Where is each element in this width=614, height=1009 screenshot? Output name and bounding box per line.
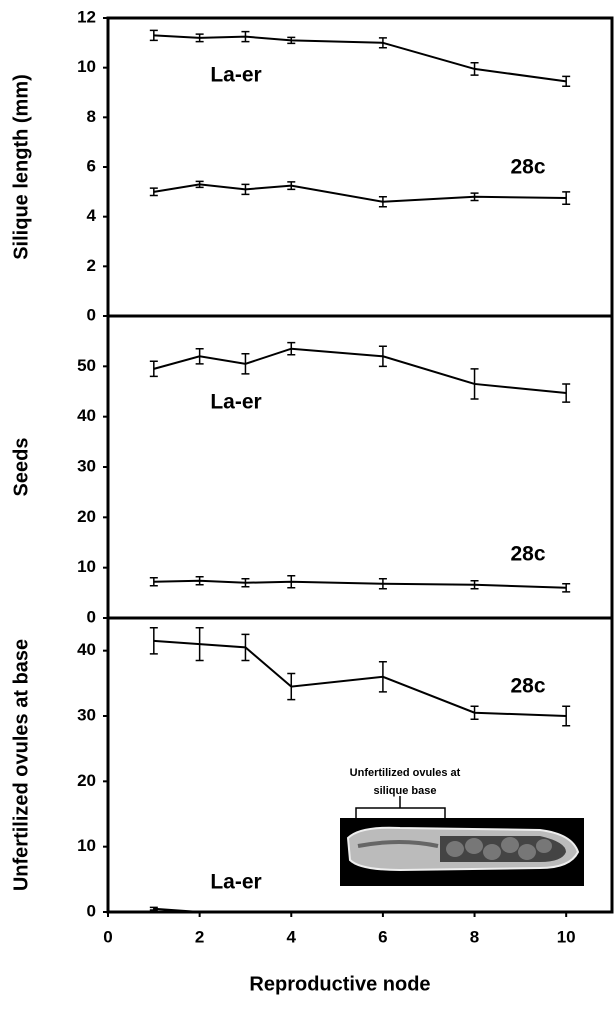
error-bar — [287, 36, 296, 45]
y-tick-label: 40 — [77, 640, 96, 659]
series-line — [153, 639, 567, 717]
y-tick-label: 0 — [87, 901, 96, 920]
y-tick-label: 20 — [77, 771, 96, 790]
error-bar — [287, 341, 296, 356]
series-label: 28c — [510, 675, 545, 698]
error-bar — [378, 661, 387, 693]
bracket — [355, 796, 446, 818]
series-label: 28c — [510, 156, 545, 179]
x-tick-label: 10 — [557, 927, 576, 946]
error-bar — [149, 360, 158, 378]
error-bar — [470, 192, 479, 202]
x-tick-label: 0 — [103, 927, 112, 946]
x-tick-label: 2 — [195, 927, 204, 946]
y-tick-label: 30 — [77, 705, 96, 724]
error-bar — [149, 627, 158, 655]
error-bar — [378, 577, 387, 590]
error-bar — [562, 75, 571, 88]
error-bar — [241, 577, 250, 588]
series-line — [153, 347, 567, 395]
series-label: La-er — [210, 871, 261, 894]
x-tick-label: 8 — [470, 927, 479, 946]
error-bar — [241, 353, 250, 375]
error-bar — [562, 383, 571, 403]
y-tick-label: 8 — [87, 107, 96, 126]
error-bar — [195, 627, 204, 662]
error-bar — [287, 672, 296, 701]
error-bar — [241, 183, 250, 196]
error-bar — [195, 180, 204, 189]
error-bar — [562, 191, 571, 205]
annotation: silique base — [374, 785, 437, 797]
series-line — [153, 579, 567, 589]
series-label: La-er — [210, 64, 261, 87]
error-bar — [287, 181, 296, 191]
error-bar — [470, 580, 479, 590]
error-bar — [195, 33, 204, 43]
y-tick-label: 10 — [77, 836, 96, 855]
y-tick-label: 10 — [77, 57, 96, 76]
error-bar — [470, 705, 479, 721]
y-tick-label: 40 — [77, 406, 96, 425]
error-bar — [149, 906, 158, 911]
error-bar — [149, 187, 158, 197]
y-tick-label: 0 — [87, 305, 96, 324]
y-tick-label: 2 — [87, 256, 96, 275]
y-tick-label: 6 — [87, 156, 96, 175]
inset-photo — [340, 818, 584, 886]
y-tick-label: 50 — [77, 356, 96, 375]
error-bar — [149, 576, 158, 587]
error-bar — [149, 29, 158, 42]
y-axis-title: Silique length (mm) — [10, 74, 32, 260]
error-bar — [470, 368, 479, 400]
error-bar — [195, 347, 204, 365]
series-label: 28c — [510, 543, 545, 566]
y-tick-label: 12 — [77, 7, 96, 26]
series-label: La-er — [210, 391, 261, 414]
y-tick-label: 30 — [77, 456, 96, 475]
y-axis-title: Unfertilized ovules at base — [10, 639, 32, 891]
y-tick-label: 4 — [87, 206, 97, 225]
error-bar — [241, 633, 250, 662]
series-line — [153, 183, 567, 203]
error-bar — [470, 61, 479, 76]
error-bar — [562, 705, 571, 727]
panel-frame — [106, 616, 614, 914]
x-tick-label: 6 — [378, 927, 387, 946]
x-tick-label: 4 — [287, 927, 297, 946]
error-bar — [241, 30, 250, 43]
error-bar — [287, 574, 296, 589]
y-tick-label: 10 — [77, 557, 96, 576]
error-bar — [378, 345, 387, 368]
annotation: Unfertilized ovules at — [350, 767, 461, 779]
error-bar — [378, 37, 387, 49]
error-bar — [562, 583, 571, 593]
y-axis-title: Seeds — [10, 438, 32, 497]
y-tick-label: 0 — [87, 607, 96, 626]
x-axis-title: Reproductive node — [249, 973, 430, 995]
error-bar — [378, 196, 387, 208]
y-tick-label: 20 — [77, 507, 96, 526]
error-bar — [195, 575, 204, 586]
